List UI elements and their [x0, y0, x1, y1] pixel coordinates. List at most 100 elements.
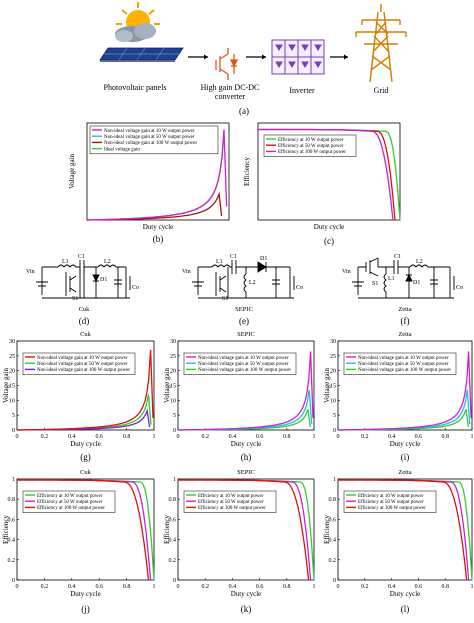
zetta-l2-label: L2	[416, 259, 423, 265]
y-tick-label: 5	[12, 413, 15, 419]
sepic-labels: Vin L1 C1 D1 L2 S1 Co	[182, 254, 303, 302]
y-axis-label: Voltage gain	[323, 367, 331, 403]
y-tick-label: 5	[333, 413, 336, 419]
dc-dc-converter-icon	[215, 48, 239, 80]
x-tick-label: 0.4	[388, 434, 396, 440]
y-tick-label: 0.2	[329, 558, 337, 564]
legend-entry: Efficiency at 50 W output power	[198, 500, 264, 505]
x-tick-label: 0.8	[441, 434, 449, 440]
zetta-vin-label: Vin	[342, 269, 351, 275]
sepic-l1-label: L1	[216, 259, 223, 265]
x-axis-label: Duty cycle	[70, 590, 101, 598]
panel-label: (c)	[324, 236, 334, 246]
chart-title: Zetta	[398, 331, 411, 338]
chart-j: 0 0.2 0.4 0.6 0.8 1 0 0.2 0.4 0.6 0.8 1 Efficiency a…	[2, 469, 156, 614]
x-tick-label: 0.2	[361, 584, 369, 590]
y-tick-label: 20	[330, 369, 336, 375]
panel-label: (i)	[401, 452, 410, 462]
zetta-labels: Vin S1 L1 C1 L2 D1 Co	[342, 254, 463, 291]
y-tick-label: 15	[9, 384, 15, 390]
legend: Non-ideal voltage gain at 10 W output po…	[22, 352, 136, 375]
legend-box	[183, 352, 297, 375]
converter-label-line2: converter	[215, 92, 246, 101]
y-tick-label: 0	[12, 428, 15, 434]
legend: Efficiency at 10 W output powerEfficienc…	[343, 490, 437, 513]
legend: Non-ideal voltage gain at 10 W output po…	[183, 352, 297, 375]
x-axis-label: Duty cycle	[314, 223, 345, 231]
circuit-cuk	[36, 260, 131, 299]
panel-label-d: (d)	[79, 316, 90, 326]
y-axis-label: Efficiency	[163, 514, 171, 544]
cuk-labels: Vin L1 C1 L2 D1 S1 Co	[26, 254, 139, 302]
x-tick-label: 0.2	[361, 434, 369, 440]
legend-entry: Efficiency at 50 W output power	[358, 500, 424, 505]
y-tick-label: 20	[9, 369, 15, 375]
y-tick-label: 0	[12, 578, 15, 584]
y-tick-label: 15	[330, 384, 336, 390]
panel-label: (g)	[80, 452, 91, 462]
y-tick-label: 1	[333, 477, 336, 483]
y-tick-label: 30	[170, 339, 176, 345]
x-tick-label: 0	[16, 584, 19, 590]
y-tick-label: 0	[173, 428, 176, 434]
sepic-d1-label: D1	[260, 256, 267, 262]
legend-entry: Ideal voltage gain	[104, 147, 140, 152]
y-tick-label: 30	[330, 339, 336, 345]
sun-cloud-icon	[115, 2, 160, 42]
chart-l: 0 0.2 0.4 0.6 0.8 1 0 0.2 0.4 0.6 0.8 1 Efficiency a…	[323, 469, 474, 614]
series-line-3	[178, 479, 310, 581]
x-tick-label: 0.4	[68, 584, 76, 590]
y-tick-label: 10	[9, 398, 15, 404]
legend-box	[343, 352, 457, 375]
y-axis-label: Efficiency	[2, 514, 10, 544]
legend-entry: Non-ideal voltage gain at 10 W output po…	[198, 356, 289, 361]
panel-label: (k)	[241, 604, 252, 614]
legend-entry: Non-ideal voltage gain at 10 W output po…	[104, 129, 195, 134]
x-tick-label: 1	[153, 434, 156, 440]
legend-entry: Non-ideal voltage gain at 100 W output p…	[104, 141, 197, 146]
cuk-vin-label: Vin	[26, 269, 35, 275]
converter-label-line1: High gain DC-DC	[201, 83, 260, 92]
sepic-title: SEPIC	[235, 306, 253, 313]
panel-label-f: (f)	[401, 316, 410, 326]
circuit-zetta	[352, 257, 455, 299]
legend-entry: Efficiency at 100 W output power	[278, 150, 346, 155]
x-tick-label: 0.8	[283, 434, 291, 440]
x-tick-label: 0.2	[201, 584, 209, 590]
legend-entry: Non-ideal voltage gain at 50 W output po…	[104, 135, 195, 140]
zetta-title: Zetta	[398, 306, 411, 313]
x-tick-label: 0.6	[415, 584, 423, 590]
series-line-3	[17, 479, 150, 581]
legend-box	[22, 490, 116, 513]
inverter-icon	[271, 39, 325, 75]
chart-k: 0 0.2 0.4 0.6 0.8 1 0 0.2 0.4 0.6 0.8 1 Efficiency a…	[163, 469, 316, 614]
legend-entry: Non-ideal voltage gain at 50 W output po…	[37, 362, 128, 367]
x-tick-label: 0.8	[123, 434, 131, 440]
y-tick-label: 5	[173, 413, 176, 419]
x-tick-label: 0.2	[201, 434, 209, 440]
series-line-3	[17, 349, 154, 431]
x-tick-label: 0.6	[95, 584, 103, 590]
y-tick-label: 20	[170, 369, 176, 375]
y-tick-label: 0.8	[329, 497, 337, 503]
y-axis-label: Voltage gain	[68, 153, 76, 189]
solar-panel-icon	[99, 47, 184, 62]
cuk-c1-label: C1	[78, 254, 85, 260]
x-axis-label: Duty cycle	[143, 223, 174, 231]
y-tick-label: 25	[330, 354, 336, 360]
y-tick-label: 1	[173, 477, 176, 483]
legend-box	[22, 352, 136, 375]
x-tick-label: 0	[16, 434, 19, 440]
legend-entry: Efficiency at 100 W output power	[198, 506, 266, 511]
chart-c: Efficiency at 10 W output powerEfficienc…	[243, 122, 401, 246]
zetta-d1-label: D1	[413, 280, 420, 286]
legend-entry: Non-ideal voltage gain at 10 W output po…	[358, 356, 449, 361]
grid-tower-icon	[355, 4, 407, 83]
y-tick-label: 0.4	[8, 538, 16, 544]
series-line-3	[178, 351, 314, 431]
cuk-s1-label: S1	[72, 296, 78, 302]
series-line-3	[338, 479, 468, 581]
y-tick-label: 0.8	[8, 497, 16, 503]
